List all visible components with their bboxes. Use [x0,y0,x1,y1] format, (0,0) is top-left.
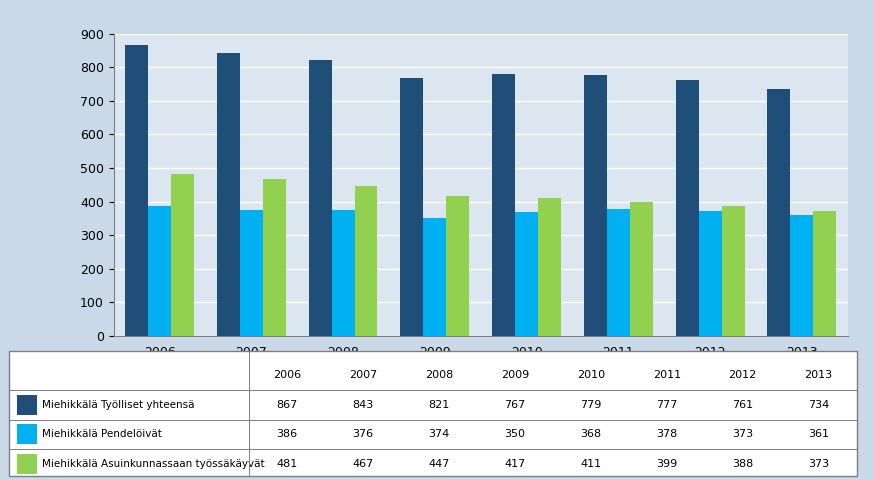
Text: 777: 777 [656,400,677,410]
Text: 481: 481 [276,459,298,469]
Bar [355,186,378,336]
Bar [400,78,423,336]
Bar [423,218,447,336]
Bar [698,211,722,336]
Text: Miehikkälä Pendelöivät: Miehikkälä Pendelöivät [42,429,162,439]
Text: 399: 399 [656,459,677,469]
Text: Miehikkälä Asuinkunnassaan työssäkäyvät: Miehikkälä Asuinkunnassaan työssäkäyvät [42,459,265,469]
Text: 376: 376 [352,429,373,439]
FancyBboxPatch shape [9,351,857,476]
Bar [331,210,355,336]
Bar [630,202,653,336]
Bar [538,198,561,336]
Bar [217,53,239,336]
Text: 2008: 2008 [425,370,453,380]
Text: 374: 374 [428,429,449,439]
Text: 2010: 2010 [577,370,605,380]
Bar [171,174,194,336]
Bar [676,80,698,336]
Text: 373: 373 [808,459,829,469]
Bar [607,209,630,336]
Text: 2013: 2013 [804,370,833,380]
Bar [447,196,469,336]
Bar [515,212,538,336]
Text: 411: 411 [580,459,601,469]
Text: 368: 368 [580,429,601,439]
Text: 734: 734 [808,400,829,410]
Bar [239,210,263,336]
Text: 761: 761 [732,400,753,410]
Text: 2009: 2009 [501,370,529,380]
Text: 767: 767 [504,400,525,410]
Text: 867: 867 [276,400,298,410]
Bar [492,74,515,336]
Text: 417: 417 [504,459,525,469]
Bar [790,215,814,336]
Text: 447: 447 [428,459,449,469]
Text: 2011: 2011 [653,370,681,380]
Bar [584,75,607,336]
Text: 386: 386 [276,429,298,439]
Text: 2012: 2012 [729,370,757,380]
Text: 378: 378 [656,429,677,439]
Text: 350: 350 [504,429,525,439]
Text: 2007: 2007 [349,370,377,380]
Bar [814,211,836,336]
Bar [148,206,171,336]
Text: 467: 467 [352,459,373,469]
Text: 843: 843 [352,400,373,410]
Bar [263,179,286,336]
Text: 373: 373 [732,429,753,439]
Bar [17,424,37,444]
Bar [125,45,148,336]
Text: 361: 361 [808,429,829,439]
Text: 821: 821 [428,400,449,410]
Bar [722,205,745,336]
Text: 779: 779 [580,400,601,410]
Text: Miehikkälä Työlliset yhteensä: Miehikkälä Työlliset yhteensä [42,400,194,410]
Bar [309,60,331,336]
Bar [767,89,790,336]
Text: 2006: 2006 [273,370,302,380]
Text: 388: 388 [732,459,753,469]
Bar [17,395,37,415]
Bar [17,454,37,474]
